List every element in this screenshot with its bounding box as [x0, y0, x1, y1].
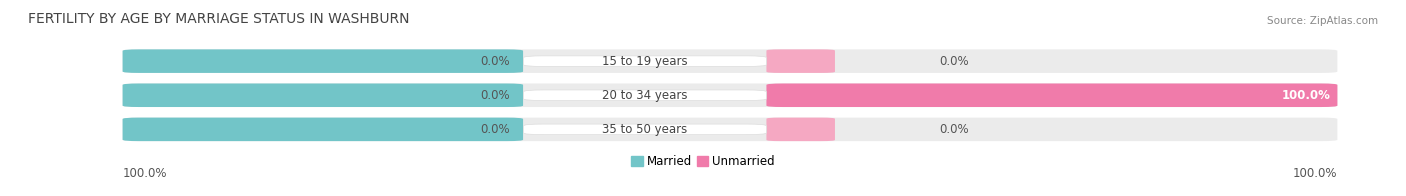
FancyBboxPatch shape [122, 118, 1337, 141]
Text: 100.0%: 100.0% [122, 167, 167, 180]
FancyBboxPatch shape [766, 118, 835, 141]
Text: 0.0%: 0.0% [481, 55, 510, 68]
Text: 35 to 50 years: 35 to 50 years [602, 123, 688, 136]
Text: 20 to 34 years: 20 to 34 years [602, 89, 688, 102]
Text: 0.0%: 0.0% [481, 89, 510, 102]
FancyBboxPatch shape [122, 83, 1337, 107]
FancyBboxPatch shape [122, 118, 523, 141]
Text: 0.0%: 0.0% [939, 123, 969, 136]
FancyBboxPatch shape [766, 83, 1337, 107]
Text: FERTILITY BY AGE BY MARRIAGE STATUS IN WASHBURN: FERTILITY BY AGE BY MARRIAGE STATUS IN W… [28, 12, 409, 26]
Text: 100.0%: 100.0% [1282, 89, 1330, 102]
Legend: Married, Unmarried: Married, Unmarried [627, 150, 779, 173]
Text: 0.0%: 0.0% [939, 55, 969, 68]
FancyBboxPatch shape [523, 56, 766, 66]
FancyBboxPatch shape [122, 49, 523, 73]
Text: 100.0%: 100.0% [1294, 167, 1337, 180]
FancyBboxPatch shape [122, 49, 1337, 73]
FancyBboxPatch shape [766, 49, 835, 73]
FancyBboxPatch shape [523, 90, 766, 101]
FancyBboxPatch shape [523, 124, 766, 135]
FancyBboxPatch shape [122, 83, 523, 107]
Text: 15 to 19 years: 15 to 19 years [602, 55, 688, 68]
Text: Source: ZipAtlas.com: Source: ZipAtlas.com [1267, 16, 1378, 26]
Text: 0.0%: 0.0% [481, 123, 510, 136]
